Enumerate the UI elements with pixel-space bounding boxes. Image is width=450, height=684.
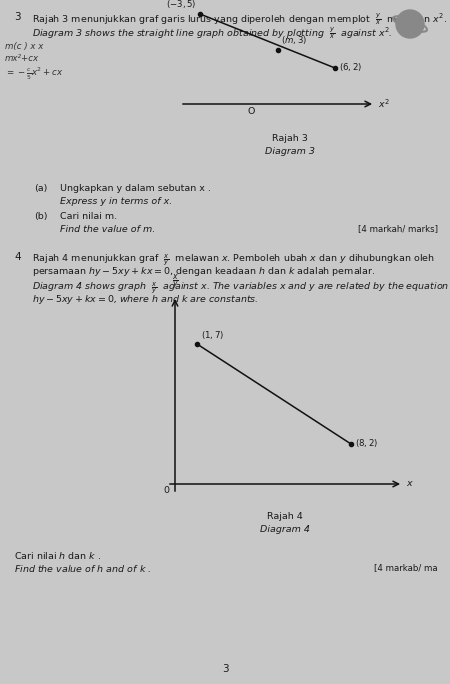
Text: mx²+cx: mx²+cx	[5, 54, 39, 63]
Text: Find the value of $h$ and of $k$ .: Find the value of $h$ and of $k$ .	[14, 563, 151, 574]
Text: Rajah 4: Rajah 4	[267, 512, 303, 521]
Text: $= -\frac{c}{5}x^2 + cx$: $= -\frac{c}{5}x^2 + cx$	[5, 66, 63, 82]
Text: Express y in terms of x.: Express y in terms of x.	[60, 197, 172, 206]
Text: 4: 4	[14, 252, 21, 262]
Text: persamaan $hy - 5xy + kx = 0$, dengan keadaan $h$ dan $k$ adalah pemalar.: persamaan $hy - 5xy + kx = 0$, dengan ke…	[32, 265, 375, 278]
Text: $(8, 2)$: $(8, 2)$	[355, 437, 378, 449]
Text: m(c ) x x: m(c ) x x	[5, 42, 43, 51]
Text: [4 markab/ ma: [4 markab/ ma	[374, 563, 438, 572]
Text: Rajah 3 menunjukkan graf garis lurus yang diperoleh dengan memplot  $\frac{y}{x}: Rajah 3 menunjukkan graf garis lurus yan…	[32, 12, 447, 28]
Text: $x$: $x$	[406, 479, 414, 488]
Text: Diagram 3: Diagram 3	[265, 147, 315, 156]
Text: Diagram 3 shows the straight line graph obtained by plotting  $\frac{y}{x}$  aga: Diagram 3 shows the straight line graph …	[32, 26, 392, 42]
Text: $(1, 7)$: $(1, 7)$	[201, 329, 224, 341]
Text: $hy - 5xy + kx = 0$, where $h$ and $k$ are constants.: $hy - 5xy + kx = 0$, where $h$ and $k$ a…	[32, 293, 259, 306]
Text: $(m, 3)$: $(m, 3)$	[281, 34, 307, 46]
Text: 0: 0	[163, 486, 169, 495]
Text: $x^2$: $x^2$	[378, 98, 390, 110]
Text: Rajah 4 menunjukkan graf  $\frac{x}{y}$  melawan $x$. Pemboleh ubah $x$ dan $y$ : Rajah 4 menunjukkan graf $\frac{x}{y}$ m…	[32, 252, 435, 267]
Text: Find the value of m.: Find the value of m.	[60, 225, 155, 234]
Text: Rajah 3: Rajah 3	[272, 134, 308, 143]
Text: Diagram 4 shows graph  $\frac{x}{y}$  against $x$. The variables $x$ and $y$ are: Diagram 4 shows graph $\frac{x}{y}$ agai…	[32, 280, 449, 295]
Text: Cari nilai $h$ dan $k$ .: Cari nilai $h$ dan $k$ .	[14, 550, 101, 561]
Circle shape	[396, 10, 424, 38]
Text: 3: 3	[222, 664, 228, 674]
Text: [4 markah/ marks]: [4 markah/ marks]	[358, 224, 438, 233]
Text: $(-3, 5)$: $(-3, 5)$	[166, 0, 197, 10]
Text: Diagram 4: Diagram 4	[260, 525, 310, 534]
Text: 3: 3	[14, 12, 21, 22]
Text: Cari nilai m.: Cari nilai m.	[60, 212, 117, 221]
Text: (a): (a)	[34, 184, 47, 193]
Text: Ungkapkan y dalam sebutan x .: Ungkapkan y dalam sebutan x .	[60, 184, 211, 193]
Text: O: O	[248, 107, 256, 116]
Text: $\frac{x}{y}$: $\frac{x}{y}$	[171, 272, 178, 292]
Text: $(6, 2)$: $(6, 2)$	[339, 61, 362, 73]
Text: (b): (b)	[34, 212, 48, 221]
